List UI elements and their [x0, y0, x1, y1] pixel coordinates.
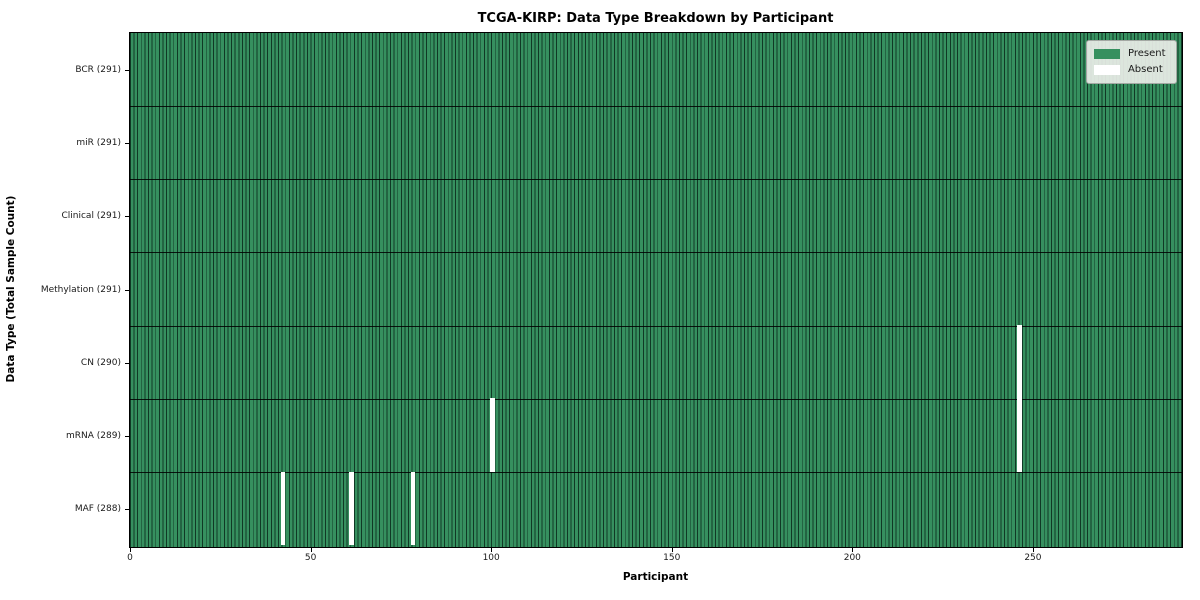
- plot-area: Present Absent: [128, 31, 1183, 548]
- row-divider: [129, 179, 1182, 181]
- x-tick-label: 250: [1024, 553, 1042, 563]
- y-tick-label: miR (291): [76, 137, 121, 148]
- absent-cell: [1017, 325, 1023, 399]
- x-tick-label: 200: [843, 553, 861, 563]
- y-tick-label: Methylation (291): [40, 284, 121, 295]
- legend-label-present: Present: [1127, 48, 1166, 59]
- legend-item-present: Present: [1093, 46, 1166, 62]
- x-tick-mark: [310, 547, 312, 552]
- y-tick-mark: [124, 142, 129, 144]
- row-divider: [129, 472, 1182, 474]
- chart-title: TCGA-KIRP: Data Type Breakdown by Partic…: [477, 11, 834, 26]
- absent-cell: [410, 471, 416, 546]
- row-divider: [129, 398, 1182, 401]
- x-tick-label: 150: [663, 553, 681, 563]
- legend-item-absent: Absent: [1093, 62, 1166, 78]
- legend-label-absent: Absent: [1127, 64, 1163, 75]
- absent-cell: [349, 471, 354, 546]
- x-tick-mark: [491, 547, 493, 552]
- x-tick-mark: [1032, 547, 1034, 552]
- y-tick-mark: [124, 436, 129, 438]
- x-tick-label: 50: [304, 553, 317, 563]
- absent-cell: [1017, 398, 1023, 473]
- y-axis-label: Data Type (Total Sample Count): [5, 195, 17, 383]
- legend: Present Absent: [1085, 39, 1177, 84]
- y-tick-label: CN (290): [80, 357, 121, 368]
- y-tick-mark: [124, 69, 129, 71]
- x-tick-mark: [852, 547, 854, 552]
- y-tick-label: Clinical (291): [61, 211, 121, 222]
- x-axis-label: Participant: [622, 571, 689, 583]
- x-tick-mark: [130, 547, 131, 552]
- y-tick-label: mRNA (289): [66, 431, 121, 442]
- x-tick-label: 100: [482, 553, 500, 563]
- x-tick-mark: [671, 547, 673, 552]
- row-divider: [129, 105, 1182, 107]
- row-divider: [129, 252, 1182, 254]
- y-tick-mark: [124, 289, 129, 291]
- y-tick-label: BCR (291): [75, 64, 121, 75]
- absent-swatch-icon: [1093, 64, 1120, 75]
- row-divider: [129, 325, 1182, 327]
- absent-cell: [490, 398, 495, 473]
- y-tick-mark: [124, 216, 129, 218]
- absent-cell: [280, 471, 286, 546]
- y-tick-label: MAF (288): [74, 504, 121, 515]
- y-tick-mark: [124, 362, 129, 364]
- present-swatch-icon: [1093, 48, 1120, 59]
- x-tick-label: 0: [127, 553, 133, 563]
- y-tick-mark: [124, 509, 129, 511]
